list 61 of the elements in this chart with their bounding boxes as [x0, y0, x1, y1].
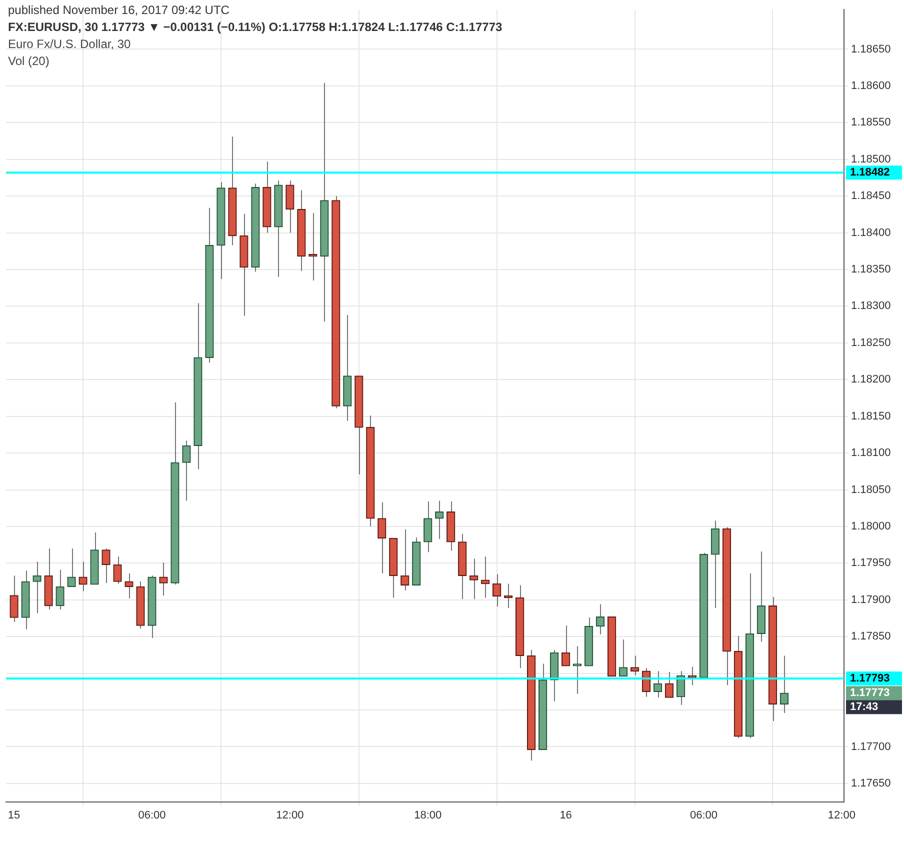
candlestick	[67, 548, 76, 588]
candlestick	[378, 502, 386, 574]
x-tick-label: 06:00	[138, 809, 166, 822]
text: FX:EURUSD, 30 1.17773 ▼ −0.00131 (−0.11%) O:1.17758 H:1.17824 L:1.17746 C:1.17773	[8, 19, 502, 36]
y-tick-label: 1.18650	[851, 43, 891, 56]
candlestick	[113, 556, 122, 584]
candlestick	[400, 528, 410, 591]
x-tick-label: 15	[8, 809, 20, 822]
x-tick-label: 12:00	[276, 809, 304, 822]
y-tick-label: 1.18350	[851, 264, 891, 276]
annotation: Vol (20)	[8, 53, 50, 70]
candlestick	[596, 604, 605, 635]
y-tick-label: 1.18450	[851, 190, 891, 202]
x-tick-label: 18:00	[414, 809, 442, 822]
y-tick-label: 1.18000	[851, 520, 891, 533]
y-tick-label: 1.18550	[851, 116, 891, 129]
y-tick-label: 1.18400	[851, 226, 891, 239]
y-tick-label: 1.18050	[851, 484, 891, 496]
candlestick	[481, 556, 490, 598]
y-tick-label: 1.18300	[851, 300, 891, 312]
candlestick	[124, 572, 134, 599]
candlestick	[492, 574, 502, 608]
y-tick-label: 1.18150	[851, 410, 891, 422]
candlestick	[182, 440, 191, 502]
text: Euro Fx/U.S. Dollar, 30	[8, 36, 132, 53]
ref-line-label: 1.17793	[850, 672, 890, 684]
y-tick-label: 1.17950	[851, 557, 891, 570]
y-tick-label: 1.17650	[851, 777, 891, 790]
candlestick	[653, 670, 662, 698]
x-tick-label: 16	[560, 809, 572, 822]
candlestick	[572, 646, 582, 694]
candlestick	[630, 655, 640, 676]
y-tick-label: 1.18100	[851, 447, 891, 460]
annotation: published November 16, 2017 09:42 UTC	[8, 2, 230, 19]
candlestick	[78, 561, 88, 592]
y-tick-label: 1.18200	[851, 374, 891, 386]
candlestick	[32, 561, 42, 614]
candlestick	[102, 548, 110, 584]
candlestick	[424, 501, 432, 553]
candlestick	[688, 666, 697, 686]
x-tick-label: 12:00	[828, 809, 856, 822]
candlestick	[780, 655, 789, 714]
candlestick	[56, 569, 64, 610]
candlestick	[470, 558, 478, 600]
candlestick	[286, 180, 294, 234]
y-tick-label: 1.18500	[851, 153, 891, 166]
y-tick-label: 1.17850	[851, 630, 891, 643]
candlestick	[435, 500, 444, 540]
text: 17:43	[850, 701, 878, 714]
ref-line-label: 1.18482	[850, 166, 890, 179]
y-tick-label: 1.18250	[851, 336, 891, 349]
candlestick	[10, 575, 18, 622]
y-tick-label: 1.17900	[851, 594, 891, 606]
y-tick-label: 1.18600	[851, 80, 891, 92]
candlestick	[664, 671, 674, 698]
x-tick-label: 06:00	[690, 809, 718, 822]
text: 1.17773	[850, 687, 890, 700]
candlestick	[561, 625, 570, 666]
y-tick-label: 1.17700	[851, 740, 891, 753]
candlestick	[159, 562, 168, 596]
candlestick	[618, 639, 628, 677]
